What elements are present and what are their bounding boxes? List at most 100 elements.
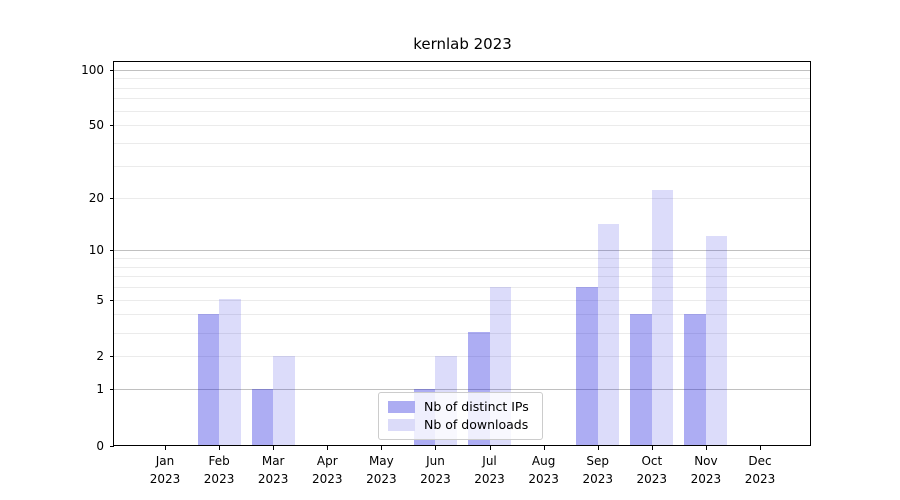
x-tick-mark-nov-2023: [705, 446, 707, 450]
chart-title: kernlab 2023: [413, 35, 512, 53]
x-tick-label-year: 2023: [474, 472, 505, 486]
x-tick-label-year: 2023: [203, 472, 235, 486]
x-tick-mark-oct-2023: [651, 446, 653, 450]
y-tick-mark-20: [110, 197, 114, 199]
legend-swatch-nb-of-distinct-ips: [388, 401, 415, 413]
x-tick-label-year: 2023: [257, 472, 289, 486]
x-tick-label-feb-2023: Feb 2023: [179, 452, 259, 488]
y-tick-label-10: 10: [88, 243, 104, 258]
x-tick-label-dec-2023: Dec 2023: [720, 452, 800, 488]
x-tick-label-month: Dec: [748, 454, 772, 468]
x-tick-label-year: 2023: [636, 472, 668, 486]
x-tick-mark-feb-2023: [219, 446, 221, 450]
gridline-major-1: [114, 389, 810, 391]
x-tick-label-year: 2023: [311, 472, 343, 486]
x-tick-label-year: 2023: [582, 472, 613, 486]
bar-nb-of-distinct-ips-feb-2023: [197, 313, 220, 445]
x-tick-label-month: Aug: [531, 454, 556, 468]
y-tick-mark-1: [110, 389, 114, 391]
y-tick-label-20: 20: [88, 190, 104, 205]
x-tick-label-year: 2023: [744, 472, 776, 486]
bar-nb-of-distinct-ips-sep-2023: [576, 286, 598, 445]
y-tick-label-5: 5: [96, 292, 104, 307]
gridline-minor-2: [114, 356, 810, 358]
x-tick-label-year: 2023: [366, 472, 397, 486]
y-tick-label-0: 0: [96, 438, 104, 453]
y-tick-mark-50: [110, 125, 114, 127]
x-tick-mark-jul-2023: [489, 446, 491, 450]
x-tick-mark-sep-2023: [597, 446, 599, 450]
gridline-minor-8: [114, 266, 810, 268]
bar-nb-of-downloads-oct-2023: [651, 189, 674, 445]
y-tick-mark-100: [110, 69, 114, 71]
x-tick-mark-may-2023: [381, 446, 383, 450]
x-tick-label-month: Jun: [426, 454, 445, 468]
x-tick-mark-aug-2023: [543, 446, 545, 450]
gridline-minor-40: [114, 143, 810, 145]
gridline-minor-20: [114, 197, 810, 199]
gridline-minor-80: [114, 87, 810, 89]
y-tick-label-50: 50: [88, 118, 104, 133]
x-tick-label-apr-2023: Apr 2023: [287, 452, 367, 488]
x-tick-label-sep-2023: Sep 2023: [558, 452, 638, 488]
x-tick-label-oct-2023: Oct 2023: [612, 452, 692, 488]
x-tick-mark-dec-2023: [760, 446, 761, 450]
x-tick-label-month: Sep: [586, 454, 610, 468]
x-tick-label-year: 2023: [149, 472, 181, 486]
x-tick-label-jun-2023: Jun 2023: [395, 452, 475, 488]
plot-area: [113, 61, 811, 446]
gridline-minor-4: [114, 314, 810, 316]
x-tick-label-jul-2023: Jul 2023: [450, 452, 530, 488]
gridline-minor-50: [114, 125, 810, 127]
y-tick-mark-5: [110, 299, 114, 301]
gridline-minor-3: [114, 332, 810, 334]
bar-nb-of-downloads-sep-2023: [597, 224, 620, 445]
y-tick-mark-0: [110, 445, 114, 447]
x-tick-mark-jan-2023: [165, 446, 166, 450]
bar-nb-of-distinct-ips-mar-2023: [251, 388, 274, 445]
x-tick-label-mar-2023: Mar 2023: [233, 452, 313, 488]
y-tick-mark-10: [110, 250, 114, 252]
legend-item-nb-of-distinct-ips: Nb of distinct IPs: [388, 398, 529, 416]
legend-swatch-nb-of-downloads: [388, 419, 415, 431]
gridline-minor-5: [114, 299, 810, 301]
gridline-minor-30: [114, 165, 810, 167]
x-tick-label-month: Oct: [641, 454, 663, 468]
x-tick-label-aug-2023: Aug 2023: [504, 452, 584, 488]
gridline-minor-6: [114, 287, 810, 289]
y-tick-label-100: 100: [81, 62, 104, 77]
x-tick-label-month: May: [368, 454, 394, 468]
gridline-minor-60: [114, 110, 810, 112]
x-tick-label-month: Jan: [155, 454, 175, 468]
x-tick-mark-mar-2023: [273, 446, 275, 450]
x-tick-label-year: 2023: [420, 472, 451, 486]
gridline-minor-7: [114, 276, 810, 278]
bar-nb-of-downloads-feb-2023: [219, 299, 241, 445]
gridline-minor-90: [114, 78, 810, 80]
bar-nb-of-downloads-mar-2023: [273, 355, 295, 445]
gridline-major-10: [114, 250, 810, 252]
y-tick-mark-2: [110, 356, 114, 358]
x-tick-label-year: 2023: [528, 472, 559, 486]
legend-label-nb-of-downloads: Nb of downloads: [424, 417, 529, 432]
y-tick-label-1: 1: [96, 382, 104, 397]
x-tick-label-jan-2023: Jan 2023: [125, 452, 205, 488]
gridline-minor-9: [114, 257, 810, 259]
gridline-minor-70: [114, 98, 810, 100]
x-tick-label-month: Nov: [694, 454, 718, 468]
gridline-major-100: [114, 69, 810, 71]
x-tick-label-month: Feb: [208, 454, 230, 468]
x-tick-label-nov-2023: Nov 2023: [666, 452, 746, 488]
x-tick-label-month: Apr: [316, 454, 338, 468]
x-tick-mark-jun-2023: [435, 446, 437, 450]
y-tick-label-2: 2: [96, 349, 104, 364]
x-tick-label-month: Mar: [261, 454, 285, 468]
bar-nb-of-distinct-ips-oct-2023: [630, 313, 652, 445]
x-tick-mark-apr-2023: [327, 446, 329, 450]
legend-item-nb-of-downloads: Nb of downloads: [388, 416, 529, 434]
x-tick-label-month: Jul: [482, 454, 497, 468]
bar-nb-of-downloads-nov-2023: [705, 236, 728, 445]
x-tick-label-may-2023: May 2023: [341, 452, 421, 488]
legend-label-nb-of-distinct-ips: Nb of distinct IPs: [424, 399, 529, 414]
